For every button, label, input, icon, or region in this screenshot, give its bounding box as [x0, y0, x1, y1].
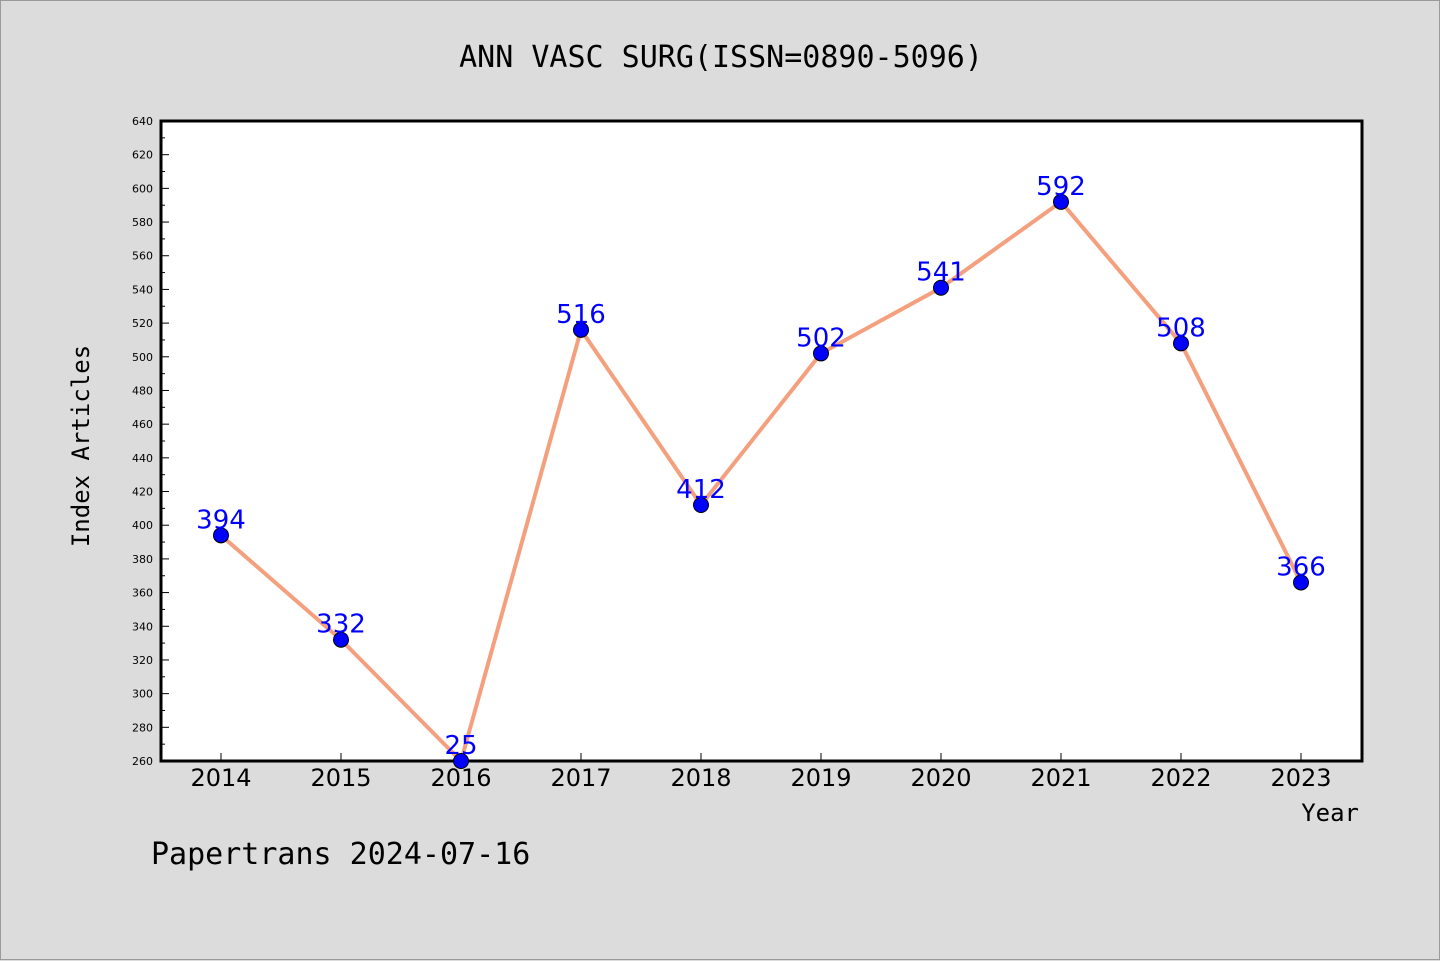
x-tick-label: 2022	[1150, 764, 1211, 792]
y-tick-label: 640	[132, 115, 153, 128]
series-line	[219, 199, 1303, 763]
y-tick-label: 300	[132, 688, 153, 701]
y-tick-label: 480	[132, 384, 153, 397]
y-tick-label: 360	[132, 587, 153, 600]
y-tick-label: 380	[132, 553, 153, 566]
x-axis-title: Year	[1301, 799, 1359, 827]
y-tick-label: 280	[132, 721, 153, 734]
x-tick-label: 2015	[310, 764, 371, 792]
y-tick-label: 440	[132, 452, 153, 465]
y-tick-label: 400	[132, 519, 153, 532]
plot-area	[159, 119, 1364, 763]
data-label: 366	[1276, 552, 1326, 582]
y-axis-title: Index Articles	[67, 345, 95, 547]
data-point-marker	[213, 527, 229, 544]
x-tick-label: 2023	[1270, 764, 1331, 792]
y-tick-label: 500	[132, 351, 153, 364]
data-label: 516	[556, 300, 606, 330]
x-tick-label: 2019	[790, 764, 851, 792]
data-point-marker	[933, 279, 949, 296]
data-point-marker	[693, 497, 709, 513]
y-tick-label: 520	[132, 317, 153, 330]
data-label: 502	[796, 323, 846, 353]
data-label: 332	[316, 610, 366, 640]
x-tick-label: 2017	[550, 764, 611, 792]
data-point-marker	[813, 345, 829, 362]
y-tick-label: 620	[132, 149, 153, 162]
y-tick-label: 340	[132, 620, 153, 633]
data-point-marker	[1293, 574, 1309, 591]
data-point-marker	[1053, 193, 1069, 210]
y-axis: 260 280 300 320 340 360 380 400 420 440 460 480 500 5…	[132, 115, 169, 768]
x-tick-label: 2020	[910, 764, 971, 792]
y-tick-label: 460	[132, 418, 153, 431]
y-tick-label: 320	[132, 654, 153, 667]
x-axis: 2014 2015 2016 2017 2018 2019 2020 2021 2022 2023	[190, 753, 1332, 792]
y-tick-label: 260	[132, 755, 153, 768]
data-label: 592	[1036, 172, 1086, 202]
data-label: 541	[916, 258, 966, 288]
x-tick-label: 2014	[190, 764, 251, 792]
data-point-marker	[1173, 335, 1189, 352]
y-tick-label: 580	[132, 216, 153, 229]
data-point-marker	[573, 321, 589, 338]
data-point-marker	[453, 753, 469, 769]
y-tick-label: 600	[132, 182, 153, 195]
y-tick-label: 420	[132, 486, 153, 499]
y-tick-label: 540	[132, 283, 153, 296]
x-tick-label: 2021	[1030, 764, 1091, 792]
footer-credit: Papertrans 2024-07-16	[151, 837, 530, 872]
y-tick-label: 560	[132, 250, 153, 263]
data-label: 394	[196, 505, 246, 535]
data-label: 25	[444, 731, 477, 761]
data-label: 508	[1156, 313, 1206, 343]
chart-title: ANN VASC SURG(ISSN=0890-5096)	[459, 40, 983, 75]
data-label: 412	[676, 475, 726, 505]
data-point-marker	[333, 631, 349, 648]
series-layer: 394 332 25 516 412 502 541 592 508 366	[196, 172, 1326, 769]
x-tick-label: 2018	[670, 764, 731, 792]
